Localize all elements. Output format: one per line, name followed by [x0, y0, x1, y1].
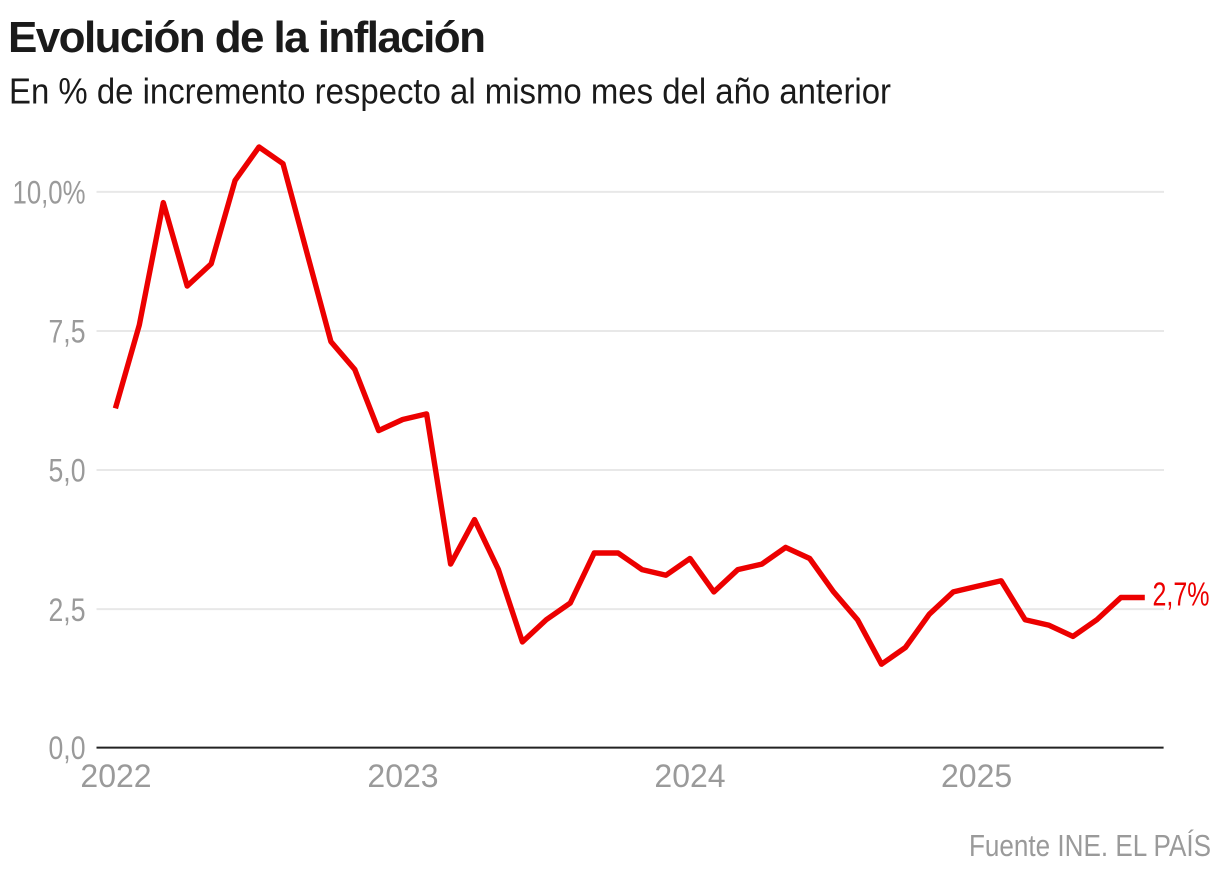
svg-text:2022: 2022 [80, 758, 151, 794]
svg-text:5,0: 5,0 [49, 453, 86, 489]
svg-text:2025: 2025 [941, 758, 1012, 794]
svg-text:Evolución de la inflación: Evolución de la inflación [8, 13, 486, 62]
svg-text:7,5: 7,5 [49, 314, 86, 350]
svg-text:2023: 2023 [367, 758, 438, 794]
svg-text:En % de incremento respecto al: En % de incremento respecto al mismo mes… [9, 71, 891, 112]
svg-text:2024: 2024 [654, 758, 725, 794]
svg-text:2,5: 2,5 [49, 592, 86, 628]
svg-text:10,0%: 10,0% [13, 174, 86, 210]
svg-text:0,0: 0,0 [49, 730, 86, 766]
svg-text:Fuente INE. EL PAÍS: Fuente INE. EL PAÍS [969, 828, 1211, 863]
svg-text:2,7%: 2,7% [1153, 576, 1210, 613]
